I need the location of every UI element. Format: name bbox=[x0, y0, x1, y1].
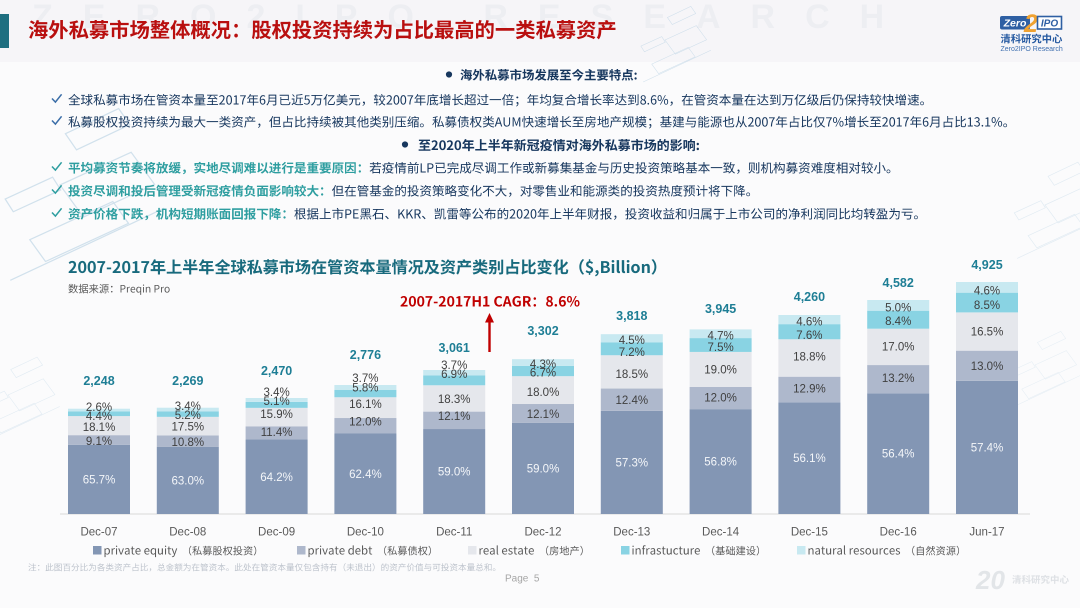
svg-text:Dec-09: Dec-09 bbox=[258, 527, 295, 539]
svg-text:ZERO2IPO RESEARCH: ZERO2IPO RESEARCH bbox=[32, 0, 914, 36]
svg-text:5.0%: 5.0% bbox=[885, 302, 911, 314]
svg-text:63.0%: 63.0% bbox=[171, 476, 204, 488]
svg-text:57.4%: 57.4% bbox=[971, 442, 1004, 454]
svg-text:4,582: 4,582 bbox=[883, 276, 914, 290]
svg-text:Dec-10: Dec-10 bbox=[347, 527, 384, 539]
svg-text:4.7%: 4.7% bbox=[707, 330, 733, 342]
svg-text:9.1%: 9.1% bbox=[86, 436, 112, 448]
svg-text:3.4%: 3.4% bbox=[175, 401, 201, 413]
svg-text:Dec-14: Dec-14 bbox=[702, 527, 740, 539]
svg-text:6.7%: 6.7% bbox=[530, 367, 556, 379]
svg-text:3.4%: 3.4% bbox=[263, 387, 289, 399]
svg-text:4.3%: 4.3% bbox=[530, 359, 556, 371]
svg-text:Dec-16: Dec-16 bbox=[880, 527, 917, 539]
svg-text:65.7%: 65.7% bbox=[83, 474, 116, 486]
svg-text:16.5%: 16.5% bbox=[971, 326, 1004, 338]
svg-text:56.4%: 56.4% bbox=[882, 449, 915, 461]
svg-text:7.5%: 7.5% bbox=[707, 342, 733, 354]
svg-text:Zero: Zero bbox=[1003, 18, 1027, 30]
svg-text:4,925: 4,925 bbox=[971, 258, 1002, 272]
svg-text:18.3%: 18.3% bbox=[438, 394, 471, 406]
svg-text:3,945: 3,945 bbox=[705, 302, 736, 316]
svg-text:16.1%: 16.1% bbox=[349, 399, 382, 411]
svg-text:12.1%: 12.1% bbox=[527, 409, 560, 421]
svg-text:56.1%: 56.1% bbox=[793, 453, 826, 465]
svg-text:12.0%: 12.0% bbox=[704, 392, 737, 404]
svg-text:2.6%: 2.6% bbox=[86, 402, 112, 414]
svg-text:18.0%: 18.0% bbox=[527, 387, 560, 399]
svg-text:57.3%: 57.3% bbox=[615, 457, 648, 469]
svg-text:18.1%: 18.1% bbox=[83, 422, 116, 434]
svg-text:3.7%: 3.7% bbox=[441, 360, 467, 372]
svg-text:4.4%: 4.4% bbox=[86, 411, 112, 423]
svg-text:8.5%: 8.5% bbox=[974, 300, 1000, 312]
svg-text:18.5%: 18.5% bbox=[615, 369, 648, 381]
svg-text:2,269: 2,269 bbox=[172, 374, 203, 388]
svg-text:12.9%: 12.9% bbox=[793, 383, 826, 395]
svg-text:64.2%: 64.2% bbox=[260, 472, 293, 484]
svg-text:8.4%: 8.4% bbox=[885, 316, 911, 328]
svg-text:Dec-12: Dec-12 bbox=[524, 527, 561, 539]
svg-text:4.6%: 4.6% bbox=[796, 316, 822, 328]
svg-text:Dec-13: Dec-13 bbox=[613, 527, 650, 539]
svg-text:62.4%: 62.4% bbox=[349, 469, 382, 481]
svg-text:2: 2 bbox=[1023, 10, 1038, 38]
svg-text:2,248: 2,248 bbox=[83, 374, 114, 388]
svg-text:13.0%: 13.0% bbox=[971, 361, 1004, 373]
svg-text:11.4%: 11.4% bbox=[261, 427, 293, 439]
svg-text:4.6%: 4.6% bbox=[974, 285, 1000, 297]
svg-text:5.2%: 5.2% bbox=[175, 410, 201, 422]
svg-text:7.2%: 7.2% bbox=[619, 347, 645, 359]
svg-text:17.0%: 17.0% bbox=[882, 341, 915, 353]
svg-text:Dec-15: Dec-15 bbox=[791, 527, 828, 539]
svg-text:12.0%: 12.0% bbox=[349, 416, 382, 428]
svg-text:2,470: 2,470 bbox=[261, 364, 292, 378]
svg-text:10.8%: 10.8% bbox=[171, 437, 204, 449]
svg-text:20: 20 bbox=[975, 565, 1005, 595]
svg-text:17.5%: 17.5% bbox=[171, 421, 204, 433]
svg-text:12.1%: 12.1% bbox=[438, 411, 471, 423]
svg-text:4.5%: 4.5% bbox=[619, 335, 645, 347]
svg-text:7.6%: 7.6% bbox=[796, 330, 822, 342]
svg-text:12.4%: 12.4% bbox=[615, 395, 648, 407]
svg-text:19.0%: 19.0% bbox=[704, 364, 737, 376]
svg-text:3,302: 3,302 bbox=[527, 324, 558, 338]
svg-text:5.8%: 5.8% bbox=[352, 382, 378, 394]
svg-text:2,776: 2,776 bbox=[350, 348, 381, 362]
svg-text:3.7%: 3.7% bbox=[352, 373, 378, 385]
svg-text:Page 5: Page 5 bbox=[505, 574, 540, 585]
svg-text:13.2%: 13.2% bbox=[882, 373, 915, 385]
svg-text:15.9%: 15.9% bbox=[260, 409, 293, 421]
svg-text:Jun-17: Jun-17 bbox=[969, 527, 1004, 539]
svg-text:59.0%: 59.0% bbox=[438, 467, 471, 479]
svg-text:IPO: IPO bbox=[1041, 19, 1058, 30]
svg-text:Dec-07: Dec-07 bbox=[80, 527, 117, 539]
svg-text:56.8%: 56.8% bbox=[704, 457, 737, 469]
svg-text:Dec-08: Dec-08 bbox=[169, 527, 206, 539]
svg-text:4,260: 4,260 bbox=[794, 290, 825, 304]
svg-text:3,061: 3,061 bbox=[439, 341, 470, 355]
svg-text:18.8%: 18.8% bbox=[793, 351, 826, 363]
svg-text:Zero2IPO Research: Zero2IPO Research bbox=[1001, 46, 1063, 53]
svg-text:Dec-11: Dec-11 bbox=[436, 527, 472, 539]
svg-text:3,818: 3,818 bbox=[616, 309, 647, 323]
svg-text:59.0%: 59.0% bbox=[527, 463, 560, 475]
svg-text:6.9%: 6.9% bbox=[441, 369, 467, 381]
svg-text:5.1%: 5.1% bbox=[263, 396, 289, 408]
